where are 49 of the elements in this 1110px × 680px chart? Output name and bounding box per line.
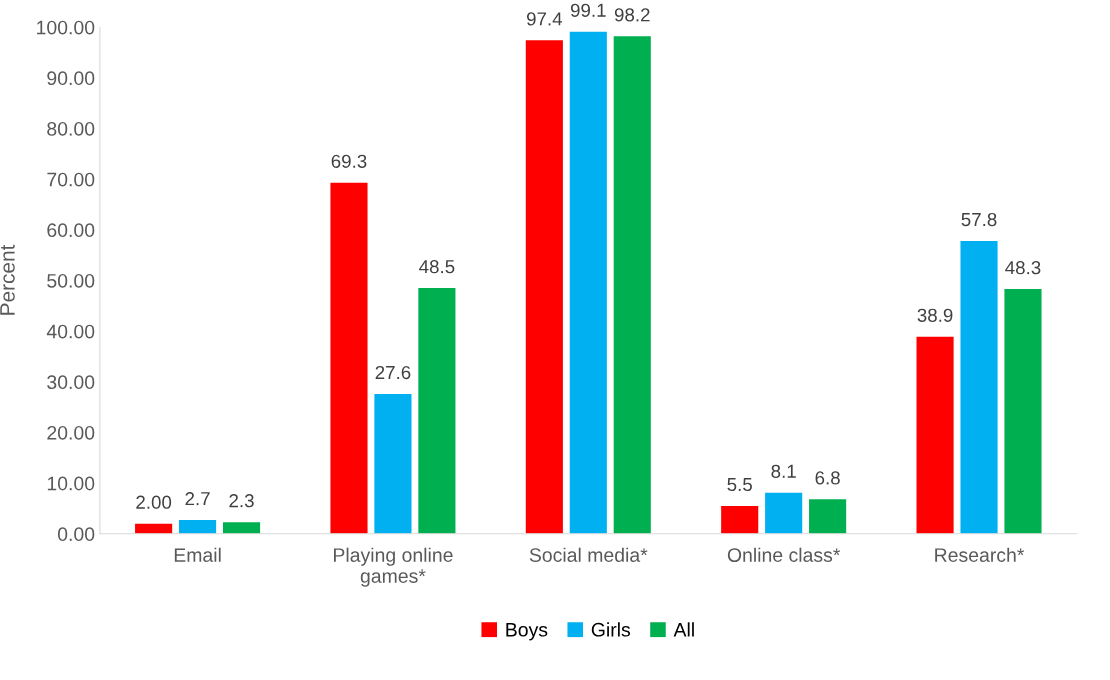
data-label: 48.3 [1005,261,1041,275]
y-tick-label: 40.00 [46,324,95,339]
y-tick-label: 30.00 [47,375,95,390]
data-label: 2.3 [229,494,254,508]
y-tick-label: 0.00 [57,527,95,542]
bar [525,40,563,534]
legend-label: All [673,622,694,637]
bar [916,336,954,534]
data-label: 97.4 [526,12,563,26]
x-tick-label: Social media* [529,547,648,562]
data-label: 2.7 [185,492,210,506]
data-label: 8.1 [771,464,796,478]
bar [374,393,412,534]
data-label: 2.00 [136,495,172,509]
data-label: 48.5 [419,260,455,274]
bar [418,288,456,534]
bar [330,182,368,534]
x-tick-label: Email [174,547,221,562]
bar [569,31,607,534]
legend-label: Girls [591,622,631,637]
x-tick-label: Playing online games* [334,547,453,587]
bar [179,520,217,534]
data-label: 69.3 [331,154,367,168]
bar [960,240,998,534]
y-tick-label: 10.00 [47,476,95,491]
y-axis-title: Percent [0,244,15,315]
y-tick-label: 100.00 [37,20,95,35]
y-tick-label: 70.00 [47,172,95,187]
y-tick-label: 20.00 [47,425,95,440]
y-tick-label: 60.00 [47,223,95,238]
y-tick-label: 80.00 [47,121,95,136]
x-tick-label: Online class* [727,547,841,562]
bar [613,36,651,534]
data-label: 6.8 [815,471,840,485]
bar [222,522,261,534]
bar [765,492,803,534]
bar [1004,289,1042,534]
y-tick-label: 50.00 [47,273,95,288]
data-label: 57.8 [961,212,997,227]
bar [721,505,759,534]
data-label: 5.5 [727,478,752,492]
legend-label: Boys [506,623,548,641]
data-label: 99.1 [570,3,606,17]
y-tick-label: 90.00 [47,71,95,86]
x-tick-label: Research* [935,547,1025,562]
data-label: 38.9 [917,308,953,322]
data-label: 98.2 [614,8,650,22]
bar [809,499,847,534]
data-label: 27.6 [375,365,411,380]
